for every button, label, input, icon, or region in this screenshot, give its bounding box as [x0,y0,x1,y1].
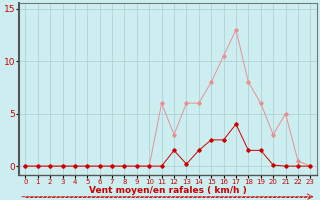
X-axis label: Vent moyen/en rafales ( km/h ): Vent moyen/en rafales ( km/h ) [89,186,247,195]
